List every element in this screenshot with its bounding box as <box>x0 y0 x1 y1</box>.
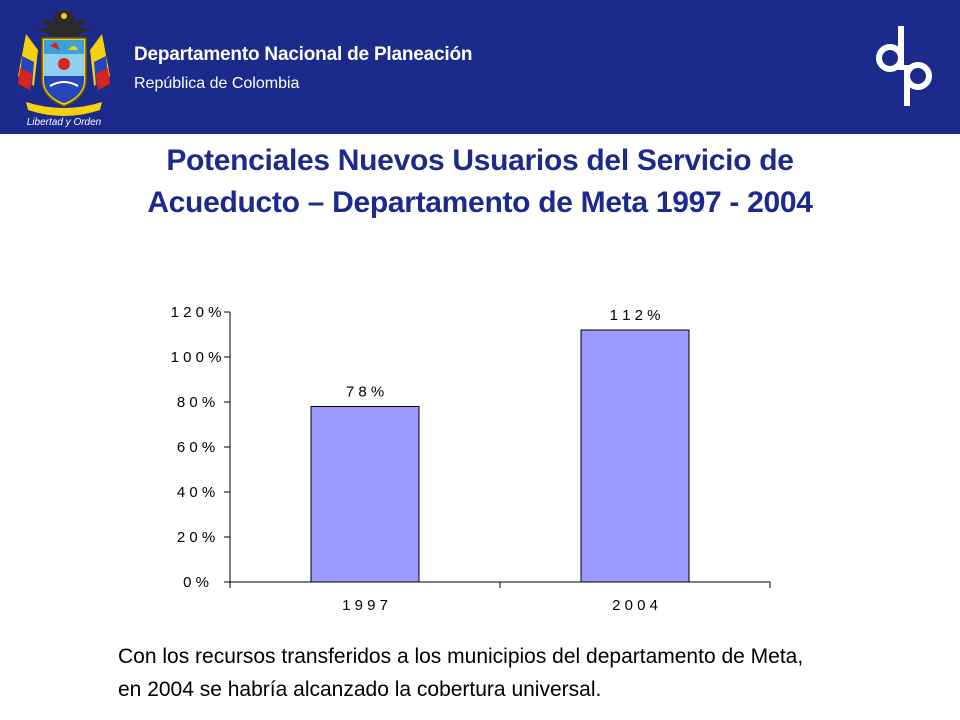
bar <box>580 329 690 583</box>
x-category-label: 2 0 0 4 <box>612 597 658 614</box>
crest-motto: Libertad y Orden <box>27 117 102 128</box>
caption: Con los recursos transferidos a los muni… <box>118 640 898 706</box>
y-tick-label: 4 0 % <box>177 484 215 501</box>
caption-line-2: en 2004 se habría alcanzado la cobertura… <box>118 678 602 701</box>
y-tick-label: 0 % <box>183 574 209 591</box>
y-tick-label: 2 0 % <box>177 529 215 546</box>
slide-title: Potenciales Nuevos Usuarios del Servicio… <box>40 140 920 224</box>
title-line-1: Potenciales Nuevos Usuarios del Servicio… <box>166 144 794 177</box>
x-category-label: 1 9 9 7 <box>342 597 388 614</box>
y-tick-label: 6 0 % <box>177 439 215 456</box>
organization-name: Departamento Nacional de Planeación <box>134 44 473 65</box>
bar-data-label: 7 8 % <box>346 384 384 401</box>
title-line-2: Acueducto – Departamento de Meta 1997 - … <box>147 186 813 219</box>
y-tick-label: 1 0 0 % <box>171 349 222 366</box>
caption-line-1: Con los recursos transferidos a los muni… <box>118 645 804 668</box>
country-name: República de Colombia <box>134 75 300 92</box>
bar <box>310 406 420 583</box>
header-banner: Libertad y Orden Departamento Nacional d… <box>0 0 960 134</box>
colombia-coat-of-arms-icon: Libertad y Orden <box>18 10 110 128</box>
y-tick-label: 1 2 0 % <box>171 304 222 321</box>
y-tick-label: 8 0 % <box>177 394 215 411</box>
dnp-logo-icon <box>876 26 932 106</box>
bar-data-label: 1 1 2 % <box>610 307 661 324</box>
